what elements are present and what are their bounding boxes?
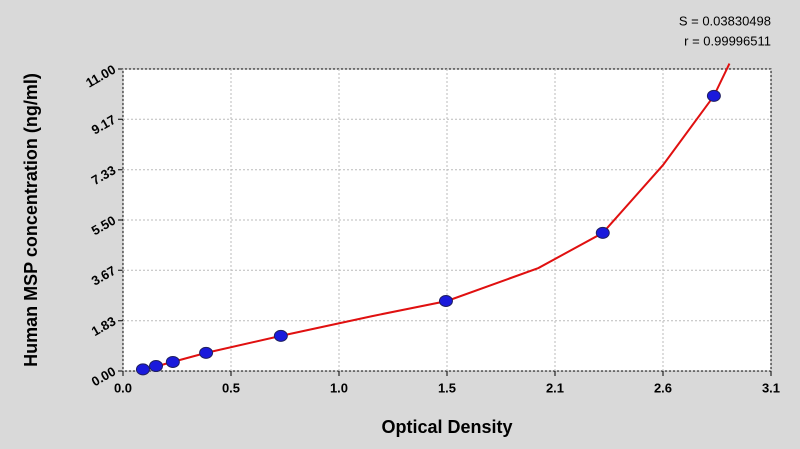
x-tick-label: 2.6 [654,380,672,395]
annotation: r = 0.99996511 [684,33,771,48]
data-point [199,346,214,359]
y-axis-label: Human MSP concentration (ng/ml) [21,73,41,367]
y-tick-label: 3.67 [89,263,118,289]
data-point [595,226,610,239]
y-tick-label: 7.33 [89,162,118,188]
data-point [706,89,721,102]
data-point [165,355,180,368]
x-tick-label: 3.1 [762,380,780,395]
data-point [149,360,164,373]
data-point [438,294,453,307]
data-point [273,329,288,342]
data-point [135,363,150,376]
x-tick-label: 0.0 [114,380,132,395]
x-tick-label: 1.5 [438,380,456,395]
y-tick-label: 1.83 [89,313,118,339]
x-tick-label: 2.1 [546,380,564,395]
y-tick-label: 11.00 [83,62,118,91]
y-tick-label: 5.50 [89,213,118,239]
annotation: S = 0.03830498 [679,13,771,28]
y-tick-label: 9.17 [89,112,118,138]
x-axis-label: Optical Density [381,417,512,437]
x-tick-label: 1.0 [330,380,348,395]
x-tick-label: 0.5 [222,380,240,395]
